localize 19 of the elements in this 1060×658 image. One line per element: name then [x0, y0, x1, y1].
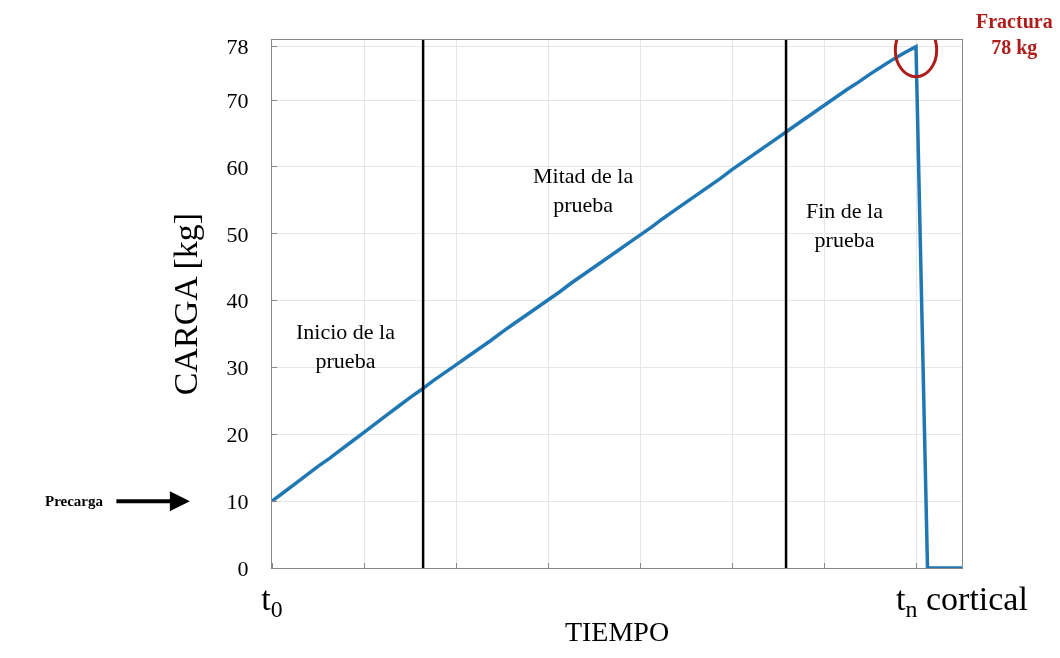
x-axis-title: TIEMPO — [564, 616, 670, 648]
annotation: Fin de la prueba — [806, 198, 884, 252]
y-tick-label: 0 — [237, 555, 249, 581]
x-tick-label: t$_{n}$ cortical — [896, 579, 1028, 622]
text: Precarga — [45, 493, 104, 509]
y-tick-label: 20 — [226, 422, 249, 448]
y-tick-label: 70 — [226, 87, 249, 113]
annotation: Inicio de la prueba — [296, 319, 396, 373]
y-tick-label: 60 — [226, 154, 249, 180]
y-tick-label: 30 — [226, 355, 249, 381]
line-series — [272, 44, 962, 568]
y-tick-label: 40 — [226, 288, 249, 314]
text: Fractura 78 kg — [976, 10, 1053, 59]
x-tick-label: t$_{0}$ — [261, 579, 283, 622]
annotation: Mitad de la prueba — [533, 163, 634, 217]
y-tick-label: 50 — [226, 221, 249, 247]
y-tick-label: 78 — [226, 34, 249, 60]
y-axis-title: CARGA [kg] — [167, 212, 205, 396]
y-tick-label: 10 — [226, 488, 249, 514]
